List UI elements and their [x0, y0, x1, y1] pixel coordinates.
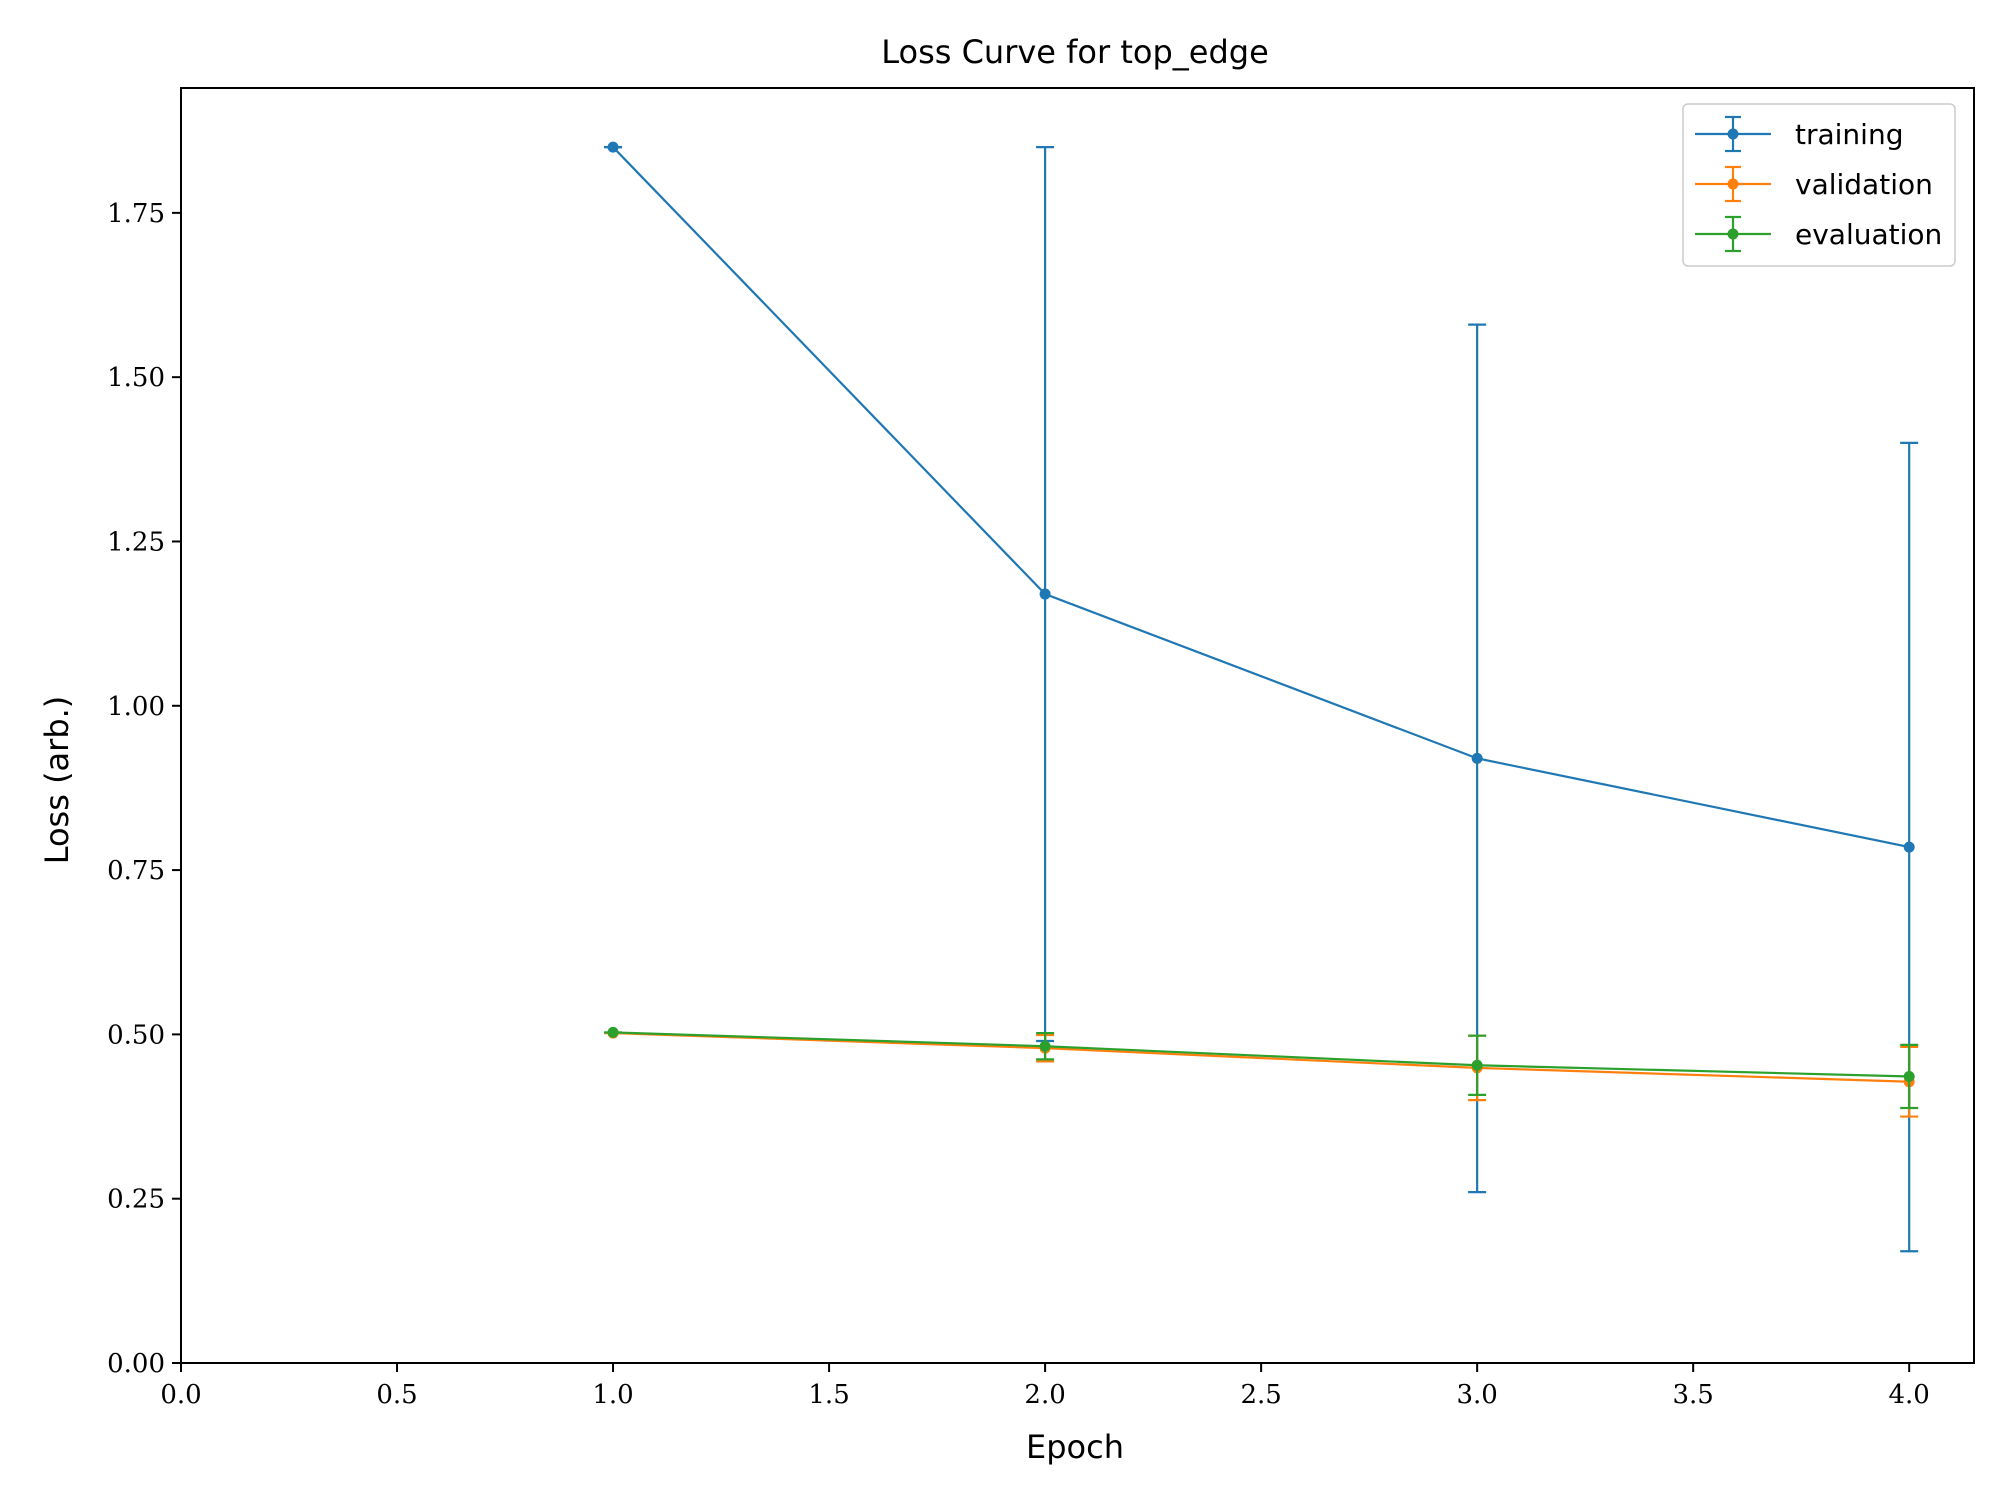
series-evaluation	[604, 1026, 1919, 1110]
data-point	[1903, 1070, 1915, 1082]
legend-marker	[1727, 178, 1739, 190]
data-point	[1471, 752, 1483, 764]
y-tick-label: 1.75	[107, 199, 165, 229]
axes-frame	[180, 87, 1975, 1364]
series-training	[604, 141, 1919, 1253]
data-point	[1471, 1059, 1483, 1071]
data-point	[607, 1026, 619, 1038]
y-tick-label: 0.00	[107, 1349, 165, 1379]
legend-label: evaluation	[1795, 218, 1942, 251]
y-tick-label: 1.25	[107, 527, 165, 557]
data-point	[1039, 1040, 1051, 1052]
legend: training validation evaluation	[1682, 103, 1956, 267]
y-tick-label: 1.50	[107, 363, 165, 393]
series-line	[613, 1031, 1910, 1078]
x-tick-label: 4.0	[1889, 1380, 1930, 1410]
x-axis-label: Epoch	[1026, 1428, 1124, 1466]
series-line	[613, 1031, 1910, 1083]
x-tick-label: 3.0	[1456, 1380, 1497, 1410]
x-tick-label: 3.5	[1672, 1380, 1713, 1410]
x-tick-label: 2.5	[1240, 1380, 1281, 1410]
y-axis-label: Loss (arb.)	[38, 696, 76, 865]
legend-box	[1682, 103, 1956, 267]
x-tick-label: 0.5	[376, 1380, 417, 1410]
y-tick-label: 0.25	[107, 1185, 165, 1215]
legend-label: validation	[1795, 168, 1933, 201]
data-point	[1039, 588, 1051, 600]
legend-label: training	[1795, 118, 1903, 151]
x-tick-label: 0.0	[160, 1380, 201, 1410]
y-tick-label: 0.50	[107, 1020, 165, 1050]
y-tick-label: 1.00	[107, 692, 165, 722]
data-point	[607, 141, 619, 153]
y-tick-label: 0.75	[107, 856, 165, 886]
data-point	[1903, 841, 1915, 853]
plot-area: 0.0 0.5 1.0 1.5 2.0 2.5 3.0 3.5 4.0 0.00 0.25 0.50 0…	[107, 87, 1975, 1410]
x-tick-label: 1.5	[808, 1380, 849, 1410]
series-line	[612, 146, 1910, 849]
x-tick-label: 1.0	[592, 1380, 633, 1410]
chart-title: Loss Curve for top_edge	[881, 33, 1269, 71]
x-tick-label: 2.0	[1024, 1380, 1065, 1410]
legend-marker	[1727, 128, 1739, 140]
legend-marker	[1727, 228, 1739, 240]
